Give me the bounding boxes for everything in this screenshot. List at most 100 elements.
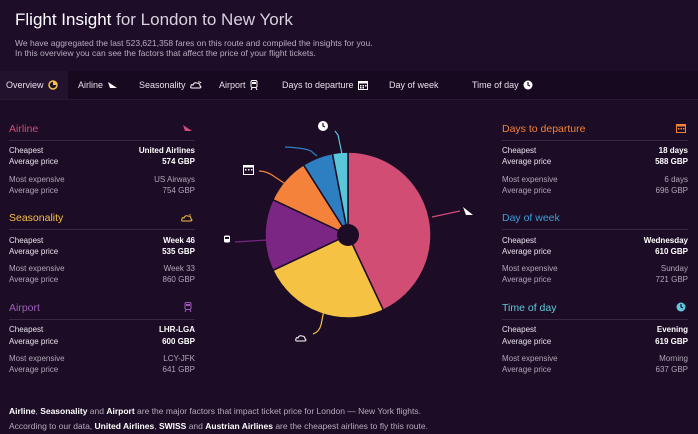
time-card-title: Time of day — [502, 302, 557, 314]
calendar-icon — [676, 124, 686, 133]
time-expensive-price-label: Average price — [502, 365, 552, 374]
airport-cheapest-price: 600 GBP — [162, 337, 195, 346]
seasonality-divider — [9, 229, 195, 230]
summary-line-2: According to our data, United Airlines, … — [9, 419, 428, 434]
seasonality-card-title: Seasonality — [9, 212, 64, 224]
time-callout-line — [334, 130, 343, 155]
airline-cheapest-price-label: Average price — [9, 157, 59, 166]
seasonality-cheapest-price-label: Average price — [9, 247, 59, 256]
train-icon — [184, 302, 192, 312]
airline-expensive-price-label: Average price — [9, 186, 59, 195]
summary-text: According to our data, — [9, 421, 95, 431]
train-icon — [250, 79, 258, 90]
clock-icon — [676, 302, 686, 312]
tab-airport-label: Airport — [219, 80, 246, 90]
clock-icon — [523, 80, 533, 90]
week-cheapest-price: 610 GBP — [655, 247, 688, 256]
time-expensive-price: 637 GBP — [655, 365, 688, 374]
summary-airline-3: Austrian Airlines — [205, 421, 273, 431]
tab-day-of-week[interactable]: Day of week — [389, 71, 439, 99]
tab-overview[interactable]: Overview — [0, 71, 68, 99]
header: Flight Insight for London to New York We… — [0, 0, 698, 72]
days-cheapest-price-label: Average price — [502, 157, 552, 166]
summary-factor-airport: Airport — [106, 406, 135, 416]
days-card-title: Days to departure — [502, 123, 586, 135]
time-expensive-value: Morning — [659, 354, 688, 363]
days-expensive-label: Most expensive — [502, 175, 558, 184]
seasonality-cheapest-label: Cheapest — [9, 236, 44, 245]
tab-seasonality-label: Seasonality — [139, 80, 186, 90]
airport-cheapest-label: Cheapest — [9, 325, 44, 334]
weather-icon — [189, 81, 202, 89]
seasonality-expensive-label: Most expensive — [9, 264, 65, 273]
title-route: for London to New York — [116, 10, 293, 29]
tab-airline-label: Airline — [78, 80, 104, 90]
summary-text: , — [154, 421, 159, 431]
plane-icon — [463, 207, 473, 215]
days-expensive-price: 696 GBP — [655, 186, 688, 195]
week-cheapest-price-label: Average price — [502, 247, 552, 256]
calendar-icon — [357, 80, 368, 90]
tab-days-to-departure[interactable]: Days to departure — [282, 71, 368, 99]
title-main: Flight Insight — [15, 10, 112, 29]
week-cheapest-value: Wednesday — [643, 236, 688, 245]
days-cheapest-label: Cheapest — [502, 146, 537, 155]
airport-expensive-price: 641 GBP — [162, 365, 195, 374]
weather-icon — [295, 335, 307, 342]
summary-factor-seasonality: Seasonality — [40, 406, 88, 416]
airport-expensive-label: Most expensive — [9, 354, 65, 363]
week-expensive-value: Sunday — [660, 264, 688, 273]
train-icon — [224, 235, 230, 243]
airport-expensive-price-label: Average price — [9, 365, 59, 374]
description-line-2: In this overview you can see the factors… — [15, 48, 316, 58]
week-expensive-price: 721 GBP — [655, 275, 688, 284]
time-divider — [502, 319, 688, 320]
airport-card-title: Airport — [9, 302, 40, 314]
pie-icon — [47, 79, 58, 90]
description-line-1: We have aggregated the last 523,621,358 … — [15, 38, 373, 48]
days-callout-line — [258, 170, 291, 188]
tab-overview-label: Overview — [6, 80, 44, 90]
airline-cheapest-value: United Airlines — [138, 146, 195, 155]
tab-time-label: Time of day — [472, 80, 519, 90]
week-callout-line — [284, 146, 318, 157]
summary-text: , — [35, 406, 41, 416]
tab-airline[interactable]: Airline — [78, 71, 118, 99]
plane-icon — [183, 125, 192, 131]
plane-icon — [108, 81, 118, 88]
time-cheapest-label: Cheapest — [502, 325, 537, 334]
days-expensive-price-label: Average price — [502, 186, 552, 195]
airline-cheapest-price: 574 GBP — [162, 157, 195, 166]
summary-airline-1: United Airlines — [94, 421, 155, 431]
airline-expensive-value: US Airways — [154, 175, 195, 184]
tab-time-of-day[interactable]: Time of day — [472, 71, 533, 99]
time-cheapest-value: Evening — [656, 325, 688, 334]
week-expensive-price-label: Average price — [502, 275, 552, 284]
airline-cheapest-label: Cheapest — [9, 146, 44, 155]
tab-week-label: Day of week — [389, 80, 439, 90]
tab-days-label: Days to departure — [282, 80, 354, 90]
insight-summary: Airline, Seasonality and Airport are the… — [9, 404, 428, 434]
airline-callout-line — [431, 210, 461, 218]
seasonality-expensive-price-label: Average price — [9, 275, 59, 284]
airport-expensive-value: LCY-JFK — [163, 354, 195, 363]
tab-seasonality[interactable]: Seasonality — [139, 71, 202, 99]
week-expensive-label: Most expensive — [502, 264, 558, 273]
days-expensive-value: 6 days — [664, 175, 688, 184]
pie-slice-airline[interactable] — [347, 151, 432, 312]
pie-slice-airport[interactable] — [264, 198, 350, 272]
pie-callout-icons — [224, 121, 473, 342]
time-cheapest-price: 619 GBP — [655, 337, 688, 346]
pie-slice-seasonality[interactable] — [271, 234, 385, 319]
seasonality-expensive-value: Week 33 — [163, 264, 195, 273]
factor-pie-chart — [224, 121, 473, 342]
summary-factor-airline: Airline — [9, 406, 36, 416]
pie-slice-time-of-day[interactable] — [331, 151, 349, 236]
tab-bar: Overview Airline Seasonality Airport Day… — [0, 71, 698, 100]
weather-icon — [181, 214, 193, 222]
time-cheapest-price-label: Average price — [502, 337, 552, 346]
page-description: We have aggregated the last 523,621,358 … — [15, 38, 373, 58]
seasonality-cheapest-price: 535 GBP — [162, 247, 195, 256]
tab-airport[interactable]: Airport — [219, 71, 258, 99]
airline-card-title: Airline — [9, 123, 39, 135]
